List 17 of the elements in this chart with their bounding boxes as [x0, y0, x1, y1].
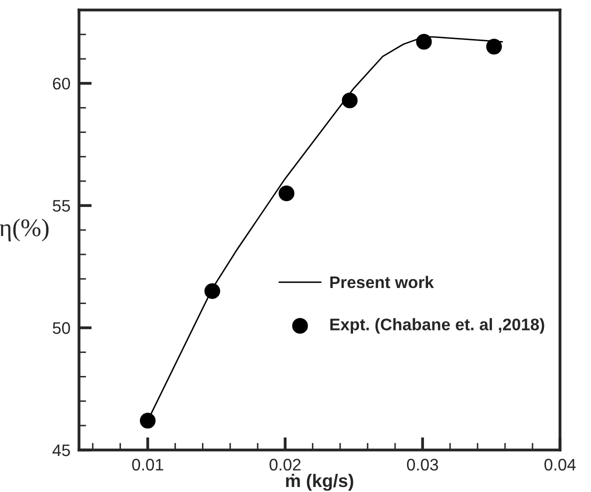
point — [140, 412, 156, 429]
x-tick-label: 0.04 — [544, 458, 576, 471]
point — [278, 185, 294, 202]
y-tick-label: 50 — [52, 322, 70, 334]
x-tick-label: 0.01 — [132, 458, 164, 471]
y-tick-label: 60 — [52, 78, 70, 90]
y-tick-label: 45 — [52, 444, 70, 456]
point — [486, 38, 502, 55]
point — [204, 283, 220, 299]
legend-label: Present work — [330, 276, 434, 288]
x-tick-label: 0.03 — [407, 458, 438, 471]
x-axis-title: ṁ (kg/s) — [286, 474, 354, 491]
point — [416, 34, 432, 50]
point — [342, 92, 358, 108]
y-tick-label: 55 — [52, 200, 70, 212]
x-tick-label: 0.02 — [270, 458, 301, 471]
legend-label: Expt. (Chabane et. al ,2018) — [330, 318, 544, 334]
